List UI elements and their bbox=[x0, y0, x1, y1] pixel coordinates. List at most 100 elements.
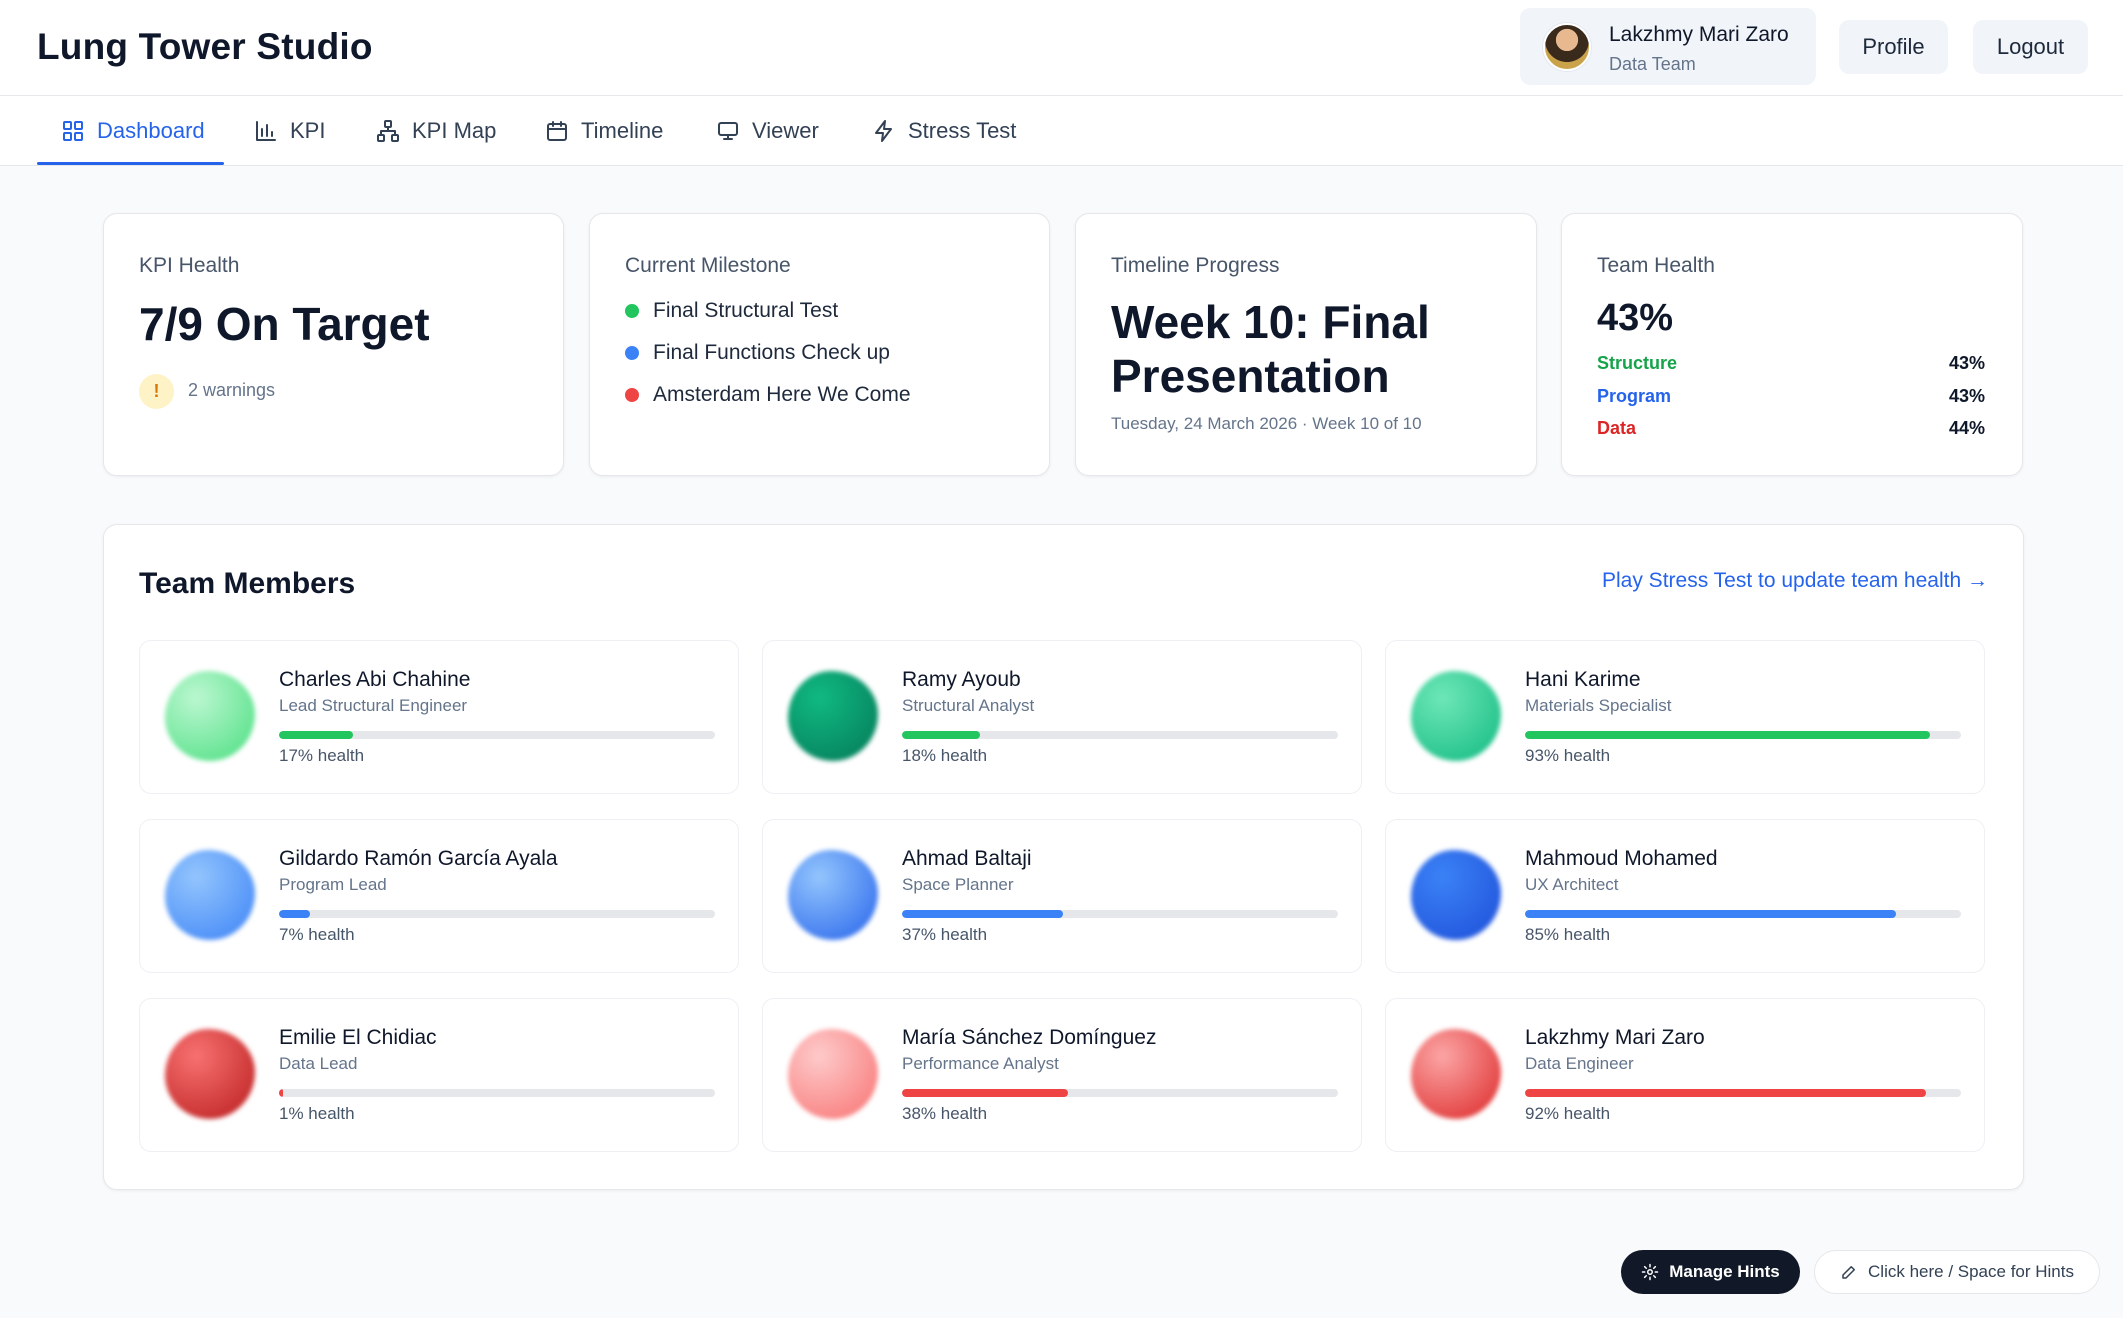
lightning-icon bbox=[875, 120, 892, 142]
member-health-label: 17% health bbox=[279, 746, 365, 765]
milestone-item: Amsterdam Here We Come bbox=[625, 383, 911, 407]
member-health-bar-fill bbox=[1525, 731, 1931, 739]
user-name: Lakzhmy Mari Zaro bbox=[1609, 23, 1789, 46]
member-health-label: 18% health bbox=[902, 746, 988, 765]
show-hints-label: Click here / Space for Hints bbox=[1868, 1262, 2074, 1281]
profile-button[interactable]: Profile bbox=[1839, 20, 1948, 74]
member-name: Charles Abi Chahine bbox=[279, 668, 471, 691]
gear-icon bbox=[1641, 1263, 1659, 1281]
timeline-value-line2: Presentation bbox=[1111, 350, 1390, 402]
team-members-panel: Team Members Play Stress Test to update … bbox=[103, 524, 2024, 1190]
team-member-card[interactable]: María Sánchez Domínguez Performance Analy… bbox=[762, 998, 1362, 1152]
current-milestone-card: Current Milestone Final Structural Test … bbox=[589, 213, 1050, 476]
member-name: Mahmoud Mohamed bbox=[1525, 847, 1718, 870]
tab-kpi-label: KPI bbox=[290, 118, 326, 143]
member-role: Program Lead bbox=[279, 875, 387, 894]
member-avatar bbox=[788, 850, 878, 940]
user-chip[interactable]: Lakzhmy Mari Zaro Data Team bbox=[1520, 8, 1816, 85]
team-member-card[interactable]: Emilie El Chidiac Data Lead 1% health bbox=[139, 998, 739, 1152]
member-health-label: 37% health bbox=[902, 925, 988, 944]
team-health-row-pct: 43% bbox=[1948, 386, 1985, 406]
member-name: Ahmad Baltaji bbox=[902, 847, 1032, 870]
timeline-label: Timeline Progress bbox=[1111, 254, 1280, 277]
member-avatar bbox=[788, 1029, 878, 1119]
team-health-row-data: Data 44% bbox=[1597, 418, 1985, 439]
timeline-progress-card: Timeline Progress Week 10: Final Present… bbox=[1075, 213, 1537, 476]
member-name: Hani Karime bbox=[1525, 668, 1641, 691]
milestone-text: Final Structural Test bbox=[653, 299, 839, 322]
member-health-bar-fill bbox=[1525, 1089, 1927, 1097]
tab-viewer-label: Viewer bbox=[752, 118, 819, 143]
tab-dashboard-label: Dashboard bbox=[97, 118, 205, 143]
pencil-icon bbox=[1842, 1266, 1856, 1279]
member-health-bar bbox=[1525, 910, 1961, 918]
team-health-row-structure: Structure 43% bbox=[1597, 353, 1985, 374]
kpi-health-card: KPI Health 7/9 On Target ! 2 warnings bbox=[103, 213, 564, 476]
member-health-label: 93% health bbox=[1525, 746, 1611, 765]
team-member-card[interactable]: Charles Abi Chahine Lead Structural Engin… bbox=[139, 640, 739, 794]
member-health-bar-fill bbox=[902, 910, 1064, 918]
member-health-bar bbox=[1525, 731, 1961, 739]
tab-viewer[interactable]: Viewer bbox=[716, 96, 819, 166]
member-name: María Sánchez Domínguez bbox=[902, 1026, 1157, 1049]
status-dot-red bbox=[625, 388, 639, 402]
manage-hints-button[interactable]: Manage Hints bbox=[1621, 1250, 1800, 1294]
member-health-bar bbox=[902, 910, 1338, 918]
tab-stress-test[interactable]: Stress Test bbox=[872, 96, 1016, 166]
team-member-card[interactable]: Mahmoud Mohamed UX Architect 85% health bbox=[1385, 819, 1985, 973]
tab-timeline[interactable]: Timeline bbox=[545, 96, 663, 166]
team-health-value: 43% bbox=[1597, 297, 1674, 339]
team-member-card[interactable]: Lakzhmy Mari Zaro Data Engineer 92% health bbox=[1385, 998, 1985, 1152]
team-health-row-name: Program bbox=[1597, 386, 1672, 406]
monitor-icon bbox=[718, 122, 738, 140]
member-health-bar-fill bbox=[902, 731, 981, 739]
user-team: Data Team bbox=[1609, 54, 1696, 74]
tab-kpi-map[interactable]: KPI Map bbox=[376, 96, 496, 166]
member-health-bar bbox=[902, 1089, 1338, 1097]
member-health-bar-fill bbox=[1525, 910, 1896, 918]
tab-stress-test-label: Stress Test bbox=[908, 118, 1017, 143]
show-hints-button[interactable]: Click here / Space for Hints bbox=[1814, 1250, 2100, 1294]
member-role: Data Lead bbox=[279, 1054, 358, 1073]
member-health-label: 7% health bbox=[279, 925, 355, 944]
member-health-bar bbox=[1525, 1089, 1961, 1097]
member-name: Lakzhmy Mari Zaro bbox=[1525, 1026, 1705, 1049]
member-avatar bbox=[788, 671, 878, 761]
team-health-row-name: Data bbox=[1597, 418, 1637, 438]
member-health-bar bbox=[279, 910, 715, 918]
member-health-bar-fill bbox=[279, 1089, 284, 1097]
tab-dashboard[interactable]: Dashboard bbox=[61, 96, 205, 166]
app-title: Lung Tower Studio bbox=[37, 26, 373, 67]
main-nav: Dashboard KPI KPI Map Timeline Viewer St… bbox=[0, 96, 2123, 166]
tab-kpi[interactable]: KPI bbox=[254, 96, 325, 166]
team-member-card[interactable]: Hani Karime Materials Specialist 93% healt… bbox=[1385, 640, 1985, 794]
kpi-health-value: 7/9 On Target bbox=[139, 298, 430, 350]
manage-hints-label: Manage Hints bbox=[1669, 1262, 1780, 1281]
member-health-bar-fill bbox=[902, 1089, 1068, 1097]
member-role: Performance Analyst bbox=[902, 1054, 1059, 1073]
milestone-text: Amsterdam Here We Come bbox=[653, 383, 911, 406]
tab-kpi-map-label: KPI Map bbox=[412, 118, 497, 143]
team-member-card[interactable]: Ramy Ayoub Structural Analyst 18% health bbox=[762, 640, 1362, 794]
network-icon bbox=[377, 120, 399, 142]
team-health-card: Team Health 43% Structure 43% Program 43… bbox=[1561, 213, 2023, 476]
team-members-title: Team Members bbox=[139, 567, 356, 600]
timeline-subtitle: Tuesday, 24 March 2026 · Week 10 of 10 bbox=[1111, 414, 1422, 433]
calendar-icon bbox=[547, 121, 567, 141]
logout-button[interactable]: Logout bbox=[1973, 20, 2088, 74]
milestone-item: Final Functions Check up bbox=[625, 341, 890, 365]
team-health-row-program: Program 43% bbox=[1597, 386, 1985, 407]
team-health-label: Team Health bbox=[1597, 254, 1715, 277]
member-name: Emilie El Chidiac bbox=[279, 1026, 437, 1049]
member-name: Gildardo Ramón García Ayala bbox=[279, 847, 558, 870]
stress-test-link[interactable]: Play Stress Test to update team health → bbox=[1602, 569, 1988, 592]
bar-chart-icon bbox=[256, 121, 276, 141]
team-member-card[interactable]: Gildardo Ramón García Ayala Program Lead 7… bbox=[139, 819, 739, 973]
status-dot-blue bbox=[625, 346, 639, 360]
grid-icon bbox=[63, 121, 83, 141]
team-member-card[interactable]: Ahmad Baltaji Space Planner 37% health bbox=[762, 819, 1362, 973]
member-avatar bbox=[1411, 850, 1501, 940]
member-health-label: 92% health bbox=[1525, 1104, 1611, 1123]
user-avatar-icon bbox=[1543, 23, 1591, 71]
member-health-bar-fill bbox=[279, 910, 310, 918]
